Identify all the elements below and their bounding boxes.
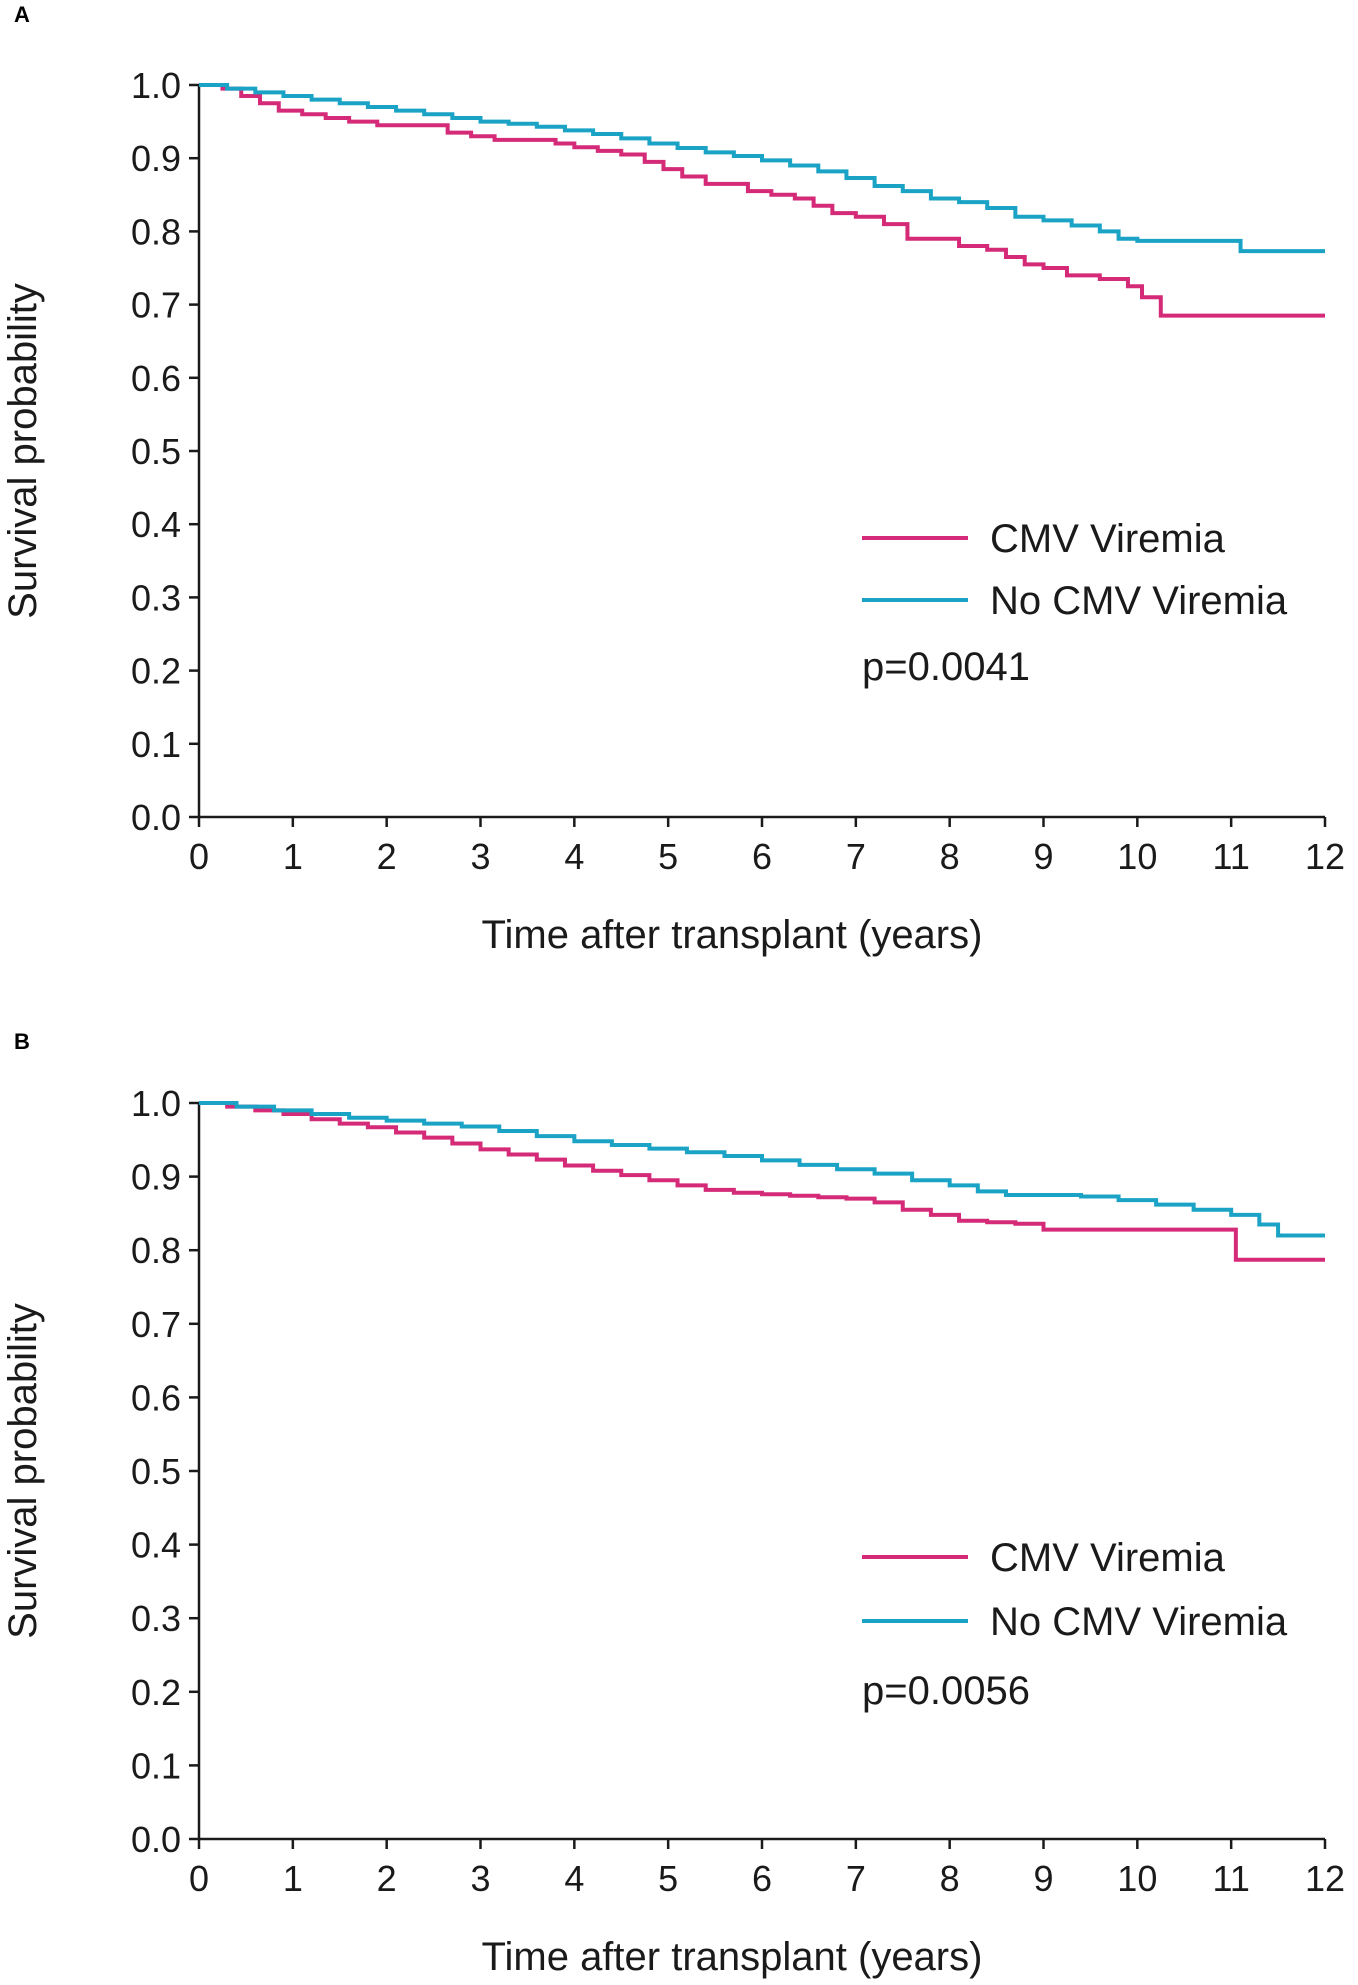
chart-a-x-tick-label: 1: [283, 836, 303, 877]
chart-a-x-tick-label: 9: [1033, 836, 1053, 877]
chart-a-x-tick-label: 0: [189, 836, 209, 877]
chart-a-x-tick-label: 3: [470, 836, 490, 877]
chart-b-x-axis-title: Time after transplant (years): [482, 1935, 983, 1979]
chart-a-y-tick-label: 0.0: [131, 797, 181, 838]
chart-b-y-tick-label: 0.9: [131, 1157, 181, 1198]
chart-a-y-tick-label: 0.8: [131, 211, 181, 252]
chart-a-series-cmv-viremia: [199, 83, 1325, 318]
chart-a-y-tick-label: 0.9: [131, 138, 181, 179]
chart-b-y-tick-label: 0.1: [131, 1745, 181, 1786]
chart-b-x-tick-label: 1: [283, 1858, 303, 1899]
chart-b-y-tick-label: 0.7: [131, 1304, 181, 1345]
chart-b-x-tick-label: 4: [564, 1858, 584, 1899]
chart-a-y-tick-label: 0.1: [131, 724, 181, 765]
chart-b-series-no-cmv-viremia: [199, 1101, 1325, 1238]
chart-b-y-tick-label: 0.2: [131, 1672, 181, 1713]
chart-a-y-axis-title: Survival probability: [1, 283, 45, 619]
chart-b-x-tick-label: 0: [189, 1858, 209, 1899]
chart-a-y-tick-label: 0.7: [131, 285, 181, 326]
chart-b-x-tick-label: 2: [377, 1858, 397, 1899]
chart-b-y-tick-label: 0.4: [131, 1525, 181, 1566]
chart-a-x-tick-label: 5: [658, 836, 678, 877]
chart-b-y-axis-title: Survival probability: [1, 1303, 45, 1639]
chart-b-x-tick-label: 9: [1033, 1858, 1053, 1899]
chart-b-x-tick-label: 12: [1305, 1858, 1345, 1899]
chart-b-x-tick-label: 5: [658, 1858, 678, 1899]
chart-a-x-tick-label: 7: [846, 836, 866, 877]
chart-a-y-tick-label: 0.3: [131, 577, 181, 618]
chart-a-legend-label-no-cmv-viremia: No CMV Viremia: [990, 579, 1288, 623]
chart-b-panel-label: B: [14, 1029, 30, 1054]
chart-b-x-tick-label: 11: [1212, 1858, 1249, 1899]
chart-a-y-tick-label: 0.6: [131, 358, 181, 399]
chart-a-x-tick-label: 12: [1305, 836, 1345, 877]
chart-b-x-tick-label: 6: [752, 1858, 772, 1899]
chart-a-x-tick-label: 11: [1212, 836, 1249, 877]
panel-b: B 0.0 0.1 0.2 0.3 0.4 0.5 0.6 0.7 0.8 0.9 1.0 0 1 2 3 4 5…: [0, 1000, 1358, 1985]
chart-b-y-tick-label: 0.8: [131, 1230, 181, 1271]
chart-a-y-tick-label: 0.5: [131, 431, 181, 472]
chart-b-x-tick-label: 7: [846, 1858, 866, 1899]
chart-b-y-tick-label: 1.0: [131, 1083, 181, 1124]
chart-a-x-tick-label: 10: [1117, 836, 1157, 877]
chart-a-x-tick-label: 4: [564, 836, 584, 877]
chart-b-svg: B0.00.10.20.30.40.50.60.70.80.91.00 1 2 3 4 5…: [1, 1029, 1345, 1979]
chart-a-y-tick-label: 0.2: [131, 651, 181, 692]
chart-b-x-tick-label: 8: [940, 1858, 960, 1899]
chart-a-y-tick-label: 0.4: [131, 504, 181, 545]
chart-a-p-value: p=0.0041: [862, 645, 1030, 689]
chart-b-p-value: p=0.0056: [862, 1669, 1030, 1713]
chart-a-x-tick-label: 8: [940, 836, 960, 877]
chart-a-svg: A0.00.10.20.30.40.50.60.70.80.91.00 1 2 3 4 5…: [1, 2, 1345, 957]
chart-b-y-tick-label: 0.6: [131, 1377, 181, 1418]
chart-b-series-cmv-viremia: [199, 1101, 1325, 1262]
chart-a-panel-label: A: [14, 2, 30, 27]
chart-a-y-tick-label: 1.0: [131, 65, 181, 106]
chart-b-legend-label-no-cmv-viremia: No CMV Viremia: [990, 1600, 1288, 1644]
chart-b-legend-label-cmv-viremia: CMV Viremia: [990, 1536, 1226, 1580]
chart-a-x-tick-label: 2: [377, 836, 397, 877]
panel-a: A 0.0 0.1 0.2 0.3 0.4 0.5 0.6 0.7 0.8 0.9 1.0 0 1 2 3 4 5…: [1, 2, 1345, 957]
chart-a-series-no-cmv-viremia: [199, 83, 1325, 254]
chart-b-y-tick-label: 0.0: [131, 1819, 181, 1860]
chart-a-x-axis-title: Time after transplant (years): [482, 913, 983, 957]
chart-b-y-tick-label: 0.3: [131, 1598, 181, 1639]
chart-a-x-tick-label: 6: [752, 836, 772, 877]
chart-b-y-tick-label: 0.5: [131, 1451, 181, 1492]
chart-b-x-tick-label: 3: [470, 1858, 490, 1899]
chart-b-x-tick-label: 10: [1117, 1858, 1157, 1899]
chart-a-legend-label-cmv-viremia: CMV Viremia: [990, 517, 1226, 561]
